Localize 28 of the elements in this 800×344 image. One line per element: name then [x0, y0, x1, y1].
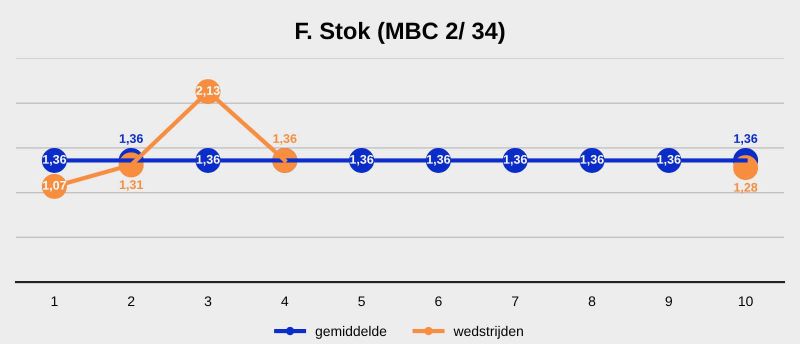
data-label: 1,36 — [734, 134, 758, 145]
x-tick-label: 6 — [435, 296, 442, 306]
data-label: 1,36 — [273, 134, 297, 145]
x-tick-label: 8 — [588, 296, 596, 306]
x-tick-label: 5 — [358, 296, 365, 306]
x-tick-label: 2 — [128, 296, 134, 306]
legend-label: wedstrijden — [454, 326, 523, 339]
data-label: 1,36 — [196, 154, 220, 166]
data-label: 1,07 — [43, 180, 66, 192]
data-label: 1,36 — [120, 134, 143, 145]
x-tick-label: 1 — [52, 296, 58, 306]
data-label: 2,13 — [196, 86, 220, 97]
x-tick-label: 10 — [738, 296, 753, 306]
x-tick-label: 4 — [281, 296, 288, 306]
data-label: 1,36 — [43, 154, 66, 166]
x-tick-label: 9 — [666, 296, 672, 306]
data-label: 1,28 — [734, 182, 758, 194]
x-tick-label: 3 — [204, 296, 212, 306]
data-label: 1,36 — [657, 154, 681, 166]
chart-title: F. Stok (MBC 2/ 34) — [296, 22, 504, 44]
data-label: 1,31 — [120, 180, 144, 191]
x-tick-label: 7 — [512, 296, 518, 306]
point — [733, 155, 758, 180]
data-label: 1,36 — [350, 154, 374, 166]
data-label: 1,36 — [427, 154, 450, 166]
legend-label: gemiddelde — [316, 326, 386, 339]
data-label: 1,36 — [580, 154, 604, 166]
data-label: 1,36 — [504, 154, 527, 166]
